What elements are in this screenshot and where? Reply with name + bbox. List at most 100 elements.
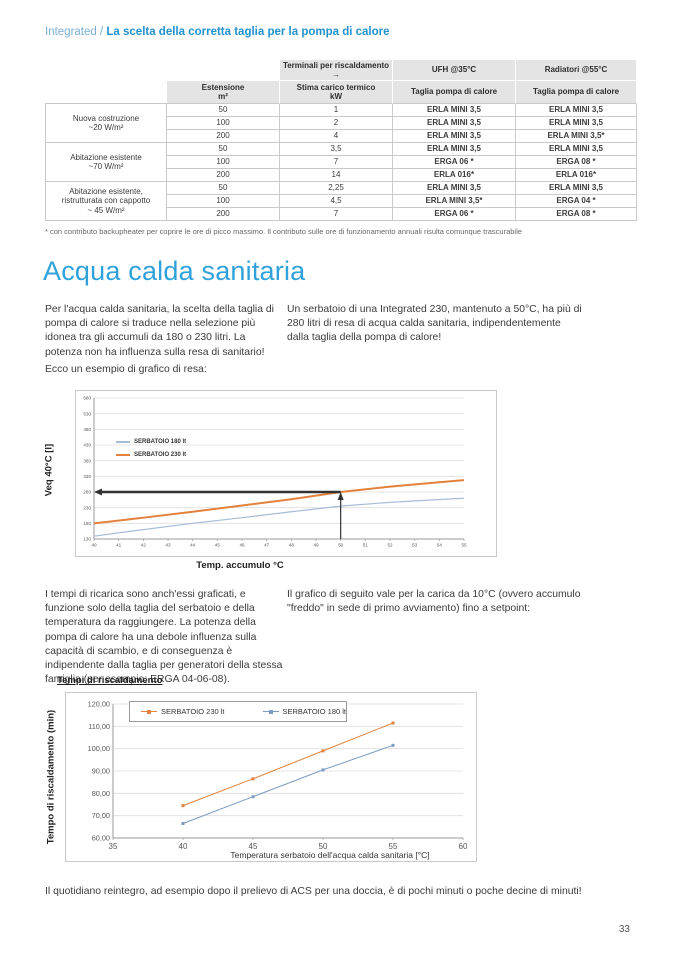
svg-text:55: 55: [389, 842, 398, 851]
svg-text:230: 230: [83, 505, 91, 510]
resa-chart: 130 180 230 280 330 380 430 480 530 580 40 41 42 43 44…: [75, 390, 497, 557]
table-header-terminali: Terminali per riscaldamento →: [280, 60, 393, 81]
table-cell: 3,5: [280, 143, 393, 156]
svg-text:330: 330: [83, 474, 91, 479]
svg-text:52: 52: [387, 543, 393, 548]
svg-text:60: 60: [459, 842, 468, 851]
legend-label: SERBATOIO 230 lt: [161, 707, 225, 716]
legend-line-swatch: [141, 709, 157, 714]
table-header-radiatori: Radiatori @55°C: [516, 60, 637, 81]
table-cell: ERLA MINI 3,5: [393, 143, 516, 156]
sizing-table: Terminali per riscaldamento → UFH @35°C …: [45, 60, 637, 221]
svg-text:46: 46: [239, 543, 245, 548]
table-empty-cell: [45, 81, 167, 104]
table-empty-cell: [167, 60, 280, 81]
table-cell: ERLA MINI 3,5: [516, 104, 637, 117]
table-cell: 7: [280, 208, 393, 221]
svg-text:45: 45: [249, 842, 258, 851]
page-number: 33: [618, 924, 630, 935]
svg-text:35: 35: [109, 842, 118, 851]
table-cell: 100: [167, 195, 280, 208]
svg-text:580: 580: [83, 396, 91, 401]
legend-item: SERBATOIO 230 lt: [141, 707, 225, 716]
legend-item: SERBATOIO 230 lt: [116, 452, 186, 458]
svg-text:54: 54: [437, 543, 443, 548]
svg-text:41: 41: [116, 543, 122, 548]
legend-line-swatch: [116, 454, 130, 456]
table-cell: ERLA MINI 3,5: [393, 117, 516, 130]
tempi-chart-plot: 60,00 70,00 80,00 90,00 100,00 110,00 120,00 35…: [88, 700, 468, 851]
paragraph-right-2: Il grafico di seguito vale per la carica…: [287, 589, 581, 615]
table-group-label: Abitazione esistente, ristrutturata con …: [45, 182, 167, 221]
svg-text:48: 48: [289, 543, 295, 548]
table-header-ufh: UFH @35°C: [393, 60, 516, 81]
table-header-stima: Stima carico termico kW: [280, 81, 393, 104]
table-cell: 200: [167, 208, 280, 221]
svg-text:60,00: 60,00: [92, 834, 110, 843]
table-cell: ERLA MINI 3,5: [516, 143, 637, 156]
table-cell: ERLA MINI 3,5*: [516, 130, 637, 143]
table-cell: 200: [167, 130, 280, 143]
paragraph-left-2: I tempi di ricarica sono anch'essi grafi…: [45, 589, 283, 686]
svg-text:53: 53: [412, 543, 418, 548]
legend-marker: [268, 709, 273, 714]
table-cell: 4: [280, 130, 393, 143]
svg-text:380: 380: [83, 458, 91, 463]
chart1-x-axis-label: Temp. accumulo °C: [196, 560, 284, 571]
example-intro-line: Ecco un esempio di grafico di resa:: [45, 364, 207, 375]
tempi-chart: 60,00 70,00 80,00 90,00 100,00 110,00 120,00 35…: [65, 692, 477, 862]
chart1-y-axis-label: Veq 40°C [l]: [43, 443, 55, 497]
table-cell: ERLA MINI 3,5: [393, 182, 516, 195]
table-cell: ERGA 04 *: [516, 195, 637, 208]
svg-text:280: 280: [83, 490, 91, 495]
legend-item: SERBATOIO 180 lt: [116, 439, 186, 445]
svg-text:70,00: 70,00: [92, 811, 110, 820]
header-line: Estensione: [201, 82, 245, 92]
table-cell: 2,25: [280, 182, 393, 195]
table-group-label: Abitazione esistente ~70 W/m²: [45, 143, 167, 182]
table-group-label: Nuova costruzione ~20 W/m²: [45, 104, 167, 143]
table-empty-cell: [45, 60, 167, 81]
chart2-y-axis-label: Tempo di riscaldamento (min): [45, 709, 57, 845]
svg-text:43: 43: [165, 543, 171, 548]
header-line: Stima carico termico: [296, 82, 376, 92]
breadcrumb: Integrated / La scelta della corretta ta…: [45, 26, 390, 38]
table-cell: ERGA 08 *: [516, 208, 637, 221]
breadcrumb-section: Integrated: [45, 26, 97, 38]
legend-label: SERBATOIO 180 lt: [134, 439, 187, 445]
svg-text:42: 42: [141, 543, 147, 548]
table-cell: 50: [167, 143, 280, 156]
svg-text:40: 40: [91, 543, 97, 548]
table-cell: ERLA MINI 3,5*: [393, 195, 516, 208]
table-cell: 100: [167, 156, 280, 169]
table-cell: ERGA 06 *: [393, 208, 516, 221]
svg-text:100,00: 100,00: [88, 744, 110, 753]
table-cell: ERGA 08 *: [516, 156, 637, 169]
legend-label: SERBATOIO 180 lt: [282, 707, 347, 716]
table-cell: ERLA MINI 3,5: [516, 117, 637, 130]
svg-text:530: 530: [83, 411, 91, 416]
chart2-x-axis-label: Temperatura serbatoio dell'acqua calda s…: [230, 850, 430, 860]
svg-text:130: 130: [83, 537, 91, 542]
svg-text:50: 50: [338, 543, 344, 548]
chart2-heading: Tempi di riscaldamento: [57, 675, 163, 686]
svg-text:49: 49: [313, 543, 319, 548]
svg-text:110,00: 110,00: [88, 722, 110, 731]
table-cell: ERGA 06 *: [393, 156, 516, 169]
svg-text:80,00: 80,00: [92, 789, 110, 798]
svg-text:44: 44: [190, 543, 196, 548]
paragraph-right: Un serbatoio di una Integrated 230, mant…: [287, 304, 582, 344]
closing-line: Il quotidiano reintegro, ad esempio dopo…: [45, 886, 582, 897]
table-cell: 200: [167, 169, 280, 182]
svg-text:51: 51: [363, 543, 369, 548]
table-cell: 50: [167, 182, 280, 195]
table-cell: ERLA 016*: [393, 169, 516, 182]
svg-text:40: 40: [179, 842, 188, 851]
table-cell: 50: [167, 104, 280, 117]
table-cell: ERLA 016*: [516, 169, 637, 182]
breadcrumb-separator: /: [96, 26, 107, 38]
section-heading: Acqua calda sanitaria: [43, 256, 306, 286]
legend-label: SERBATOIO 230 lt: [134, 452, 187, 458]
chart2-legend: SERBATOIO 230 lt SERBATOIO 180 lt: [129, 701, 347, 722]
